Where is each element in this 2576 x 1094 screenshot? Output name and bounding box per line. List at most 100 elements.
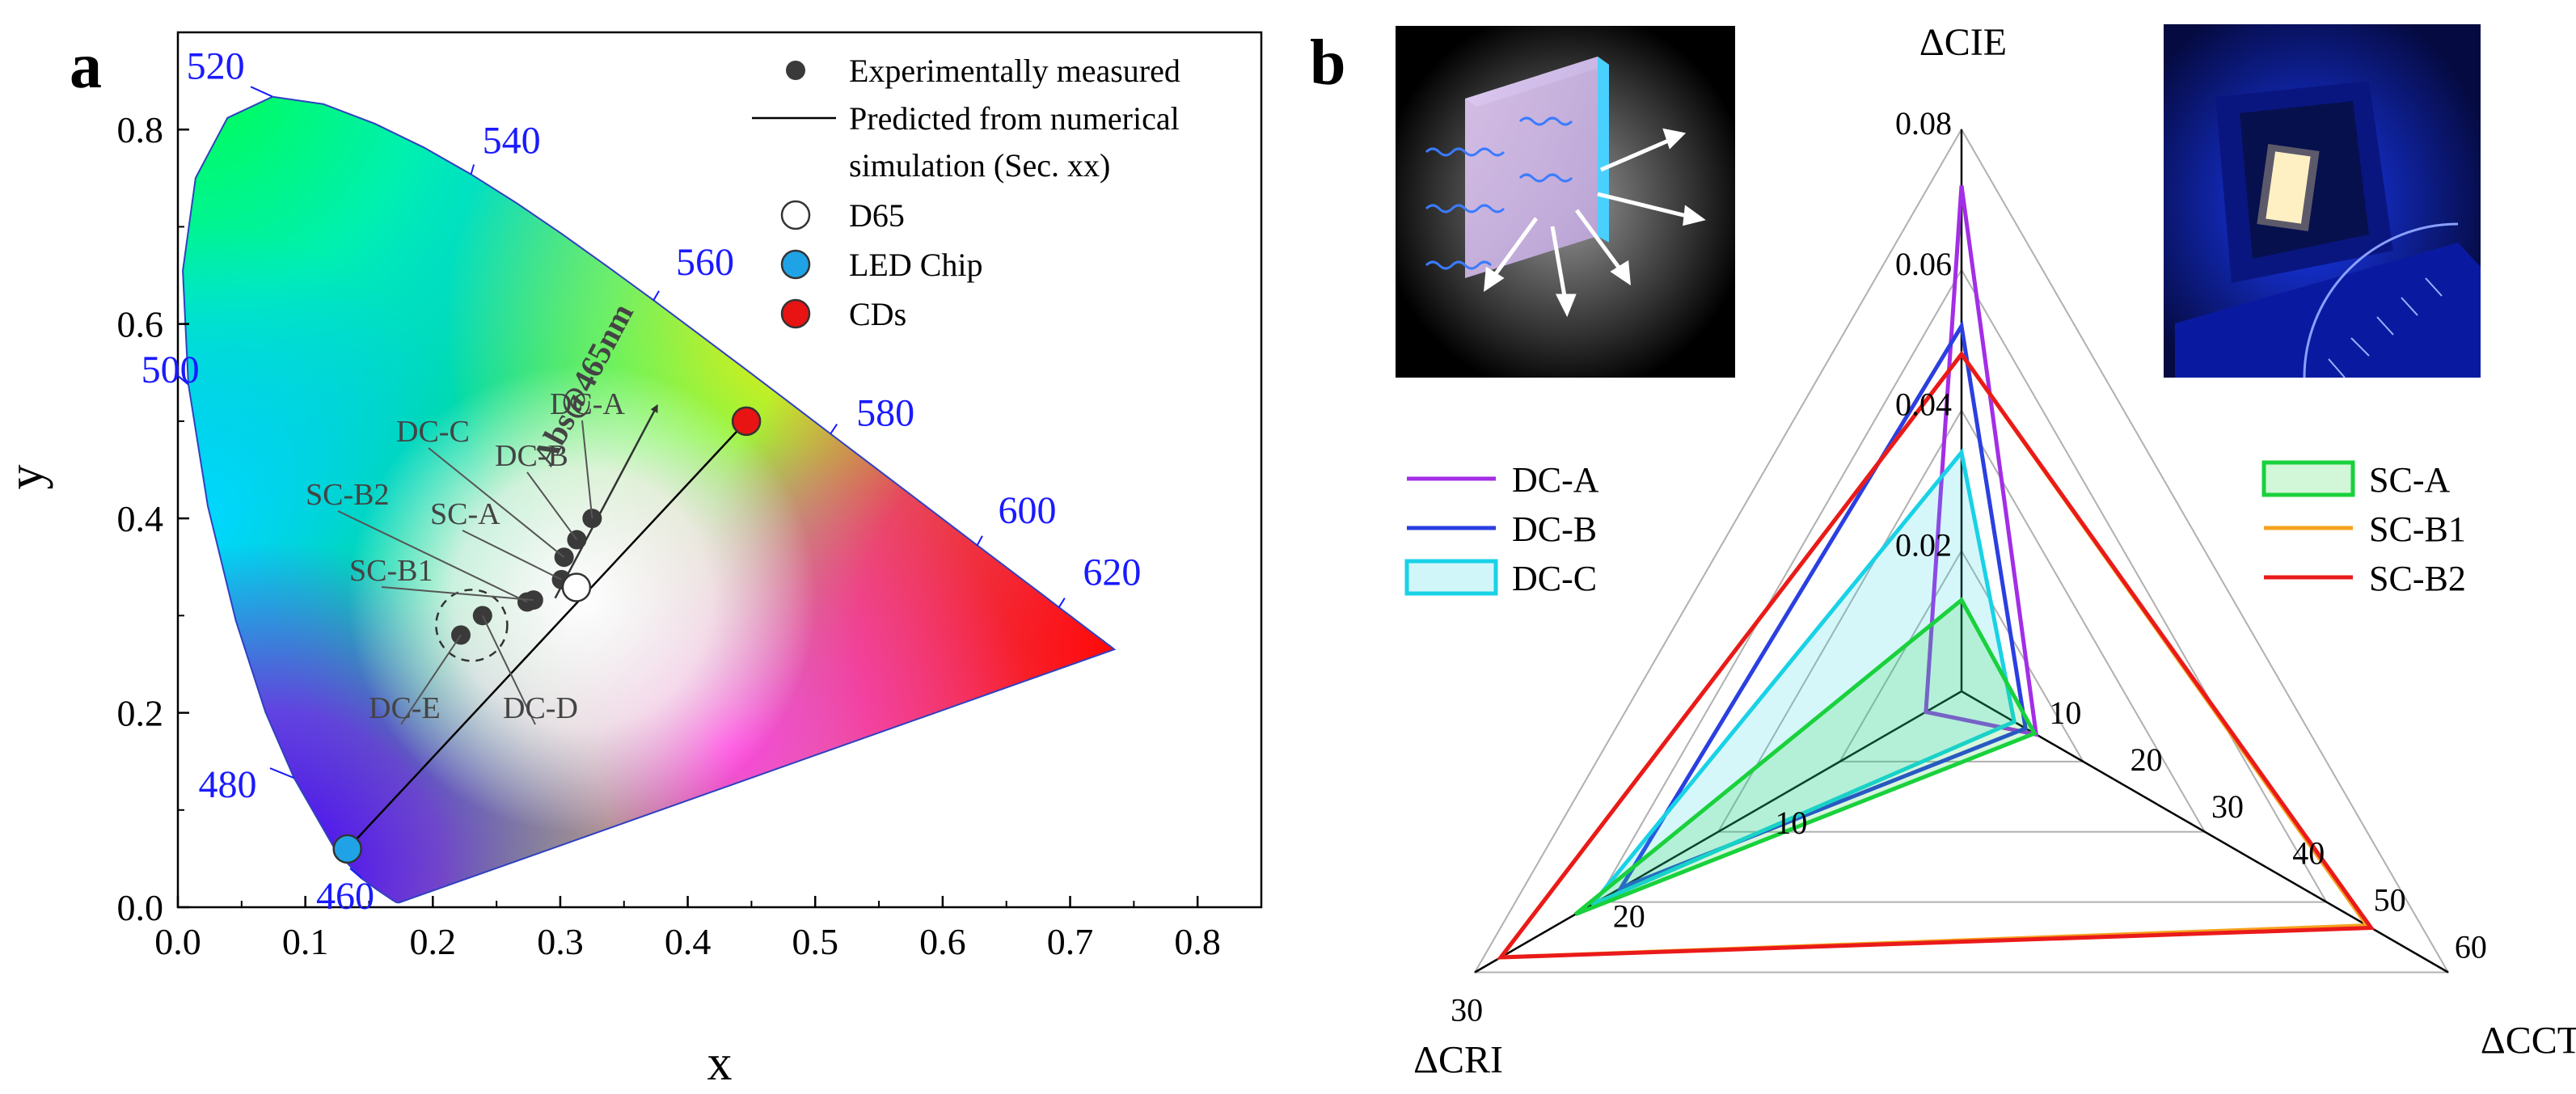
wavelength-tick xyxy=(175,374,189,385)
legend-predicted-text-1: Predicted from numerical xyxy=(849,100,1180,137)
legend-swatch xyxy=(1404,559,1498,596)
plot-frame xyxy=(176,31,1263,909)
point-label: DC-A xyxy=(550,387,625,421)
annotation-leader xyxy=(581,420,593,519)
y-axis-label: y xyxy=(0,465,53,490)
y-tick-label: 0.0 xyxy=(117,887,164,928)
x-tick-label: 0.1 xyxy=(282,921,329,962)
y-tick-label: 0.4 xyxy=(117,498,164,539)
white-arrow-4 xyxy=(1550,226,1568,302)
wavelength-label: 620 xyxy=(1083,551,1141,594)
radar-series-dc-a xyxy=(1924,185,2039,737)
point-label: DC-D xyxy=(503,691,578,725)
measured-points xyxy=(332,406,762,864)
wavelength-label: 520 xyxy=(187,44,245,87)
radar-tick-label: 10 xyxy=(1775,805,1807,841)
wavy-ray-3 xyxy=(1425,260,1493,270)
x-tick-label: 0.7 xyxy=(1047,921,1094,962)
radar-axis-line xyxy=(1474,690,1962,974)
x-tick-label: 0.8 xyxy=(1174,921,1221,962)
white-arrow-3-head xyxy=(1610,260,1631,285)
legend-led-marker xyxy=(780,249,811,280)
radar-tick-label: 40 xyxy=(2292,835,2325,872)
wavelength-tick xyxy=(250,86,273,98)
wavelength-tick xyxy=(269,767,294,779)
axis-ticks: 0.0 0.1 0.2 0.3 0.4 0.5 0.6 0.7 0.8 0.0 0.2 0.4 0.6 0… xyxy=(117,109,1221,962)
slab-face xyxy=(1465,57,1598,278)
radar-series-sc-b2 xyxy=(1497,350,2375,960)
point-annotations: DC-A DC-B DC-C SC-A SC-B1 SC-B2 DC-D DC-E xyxy=(306,387,625,725)
radar-legend: DC-A DC-B DC-C SC-A SC-B1 SC-B2 xyxy=(1404,460,2466,598)
absorption-arrow xyxy=(554,403,658,599)
stage-plate xyxy=(2175,243,2481,378)
wavy-ray-1 xyxy=(1425,147,1505,157)
spectral-locus xyxy=(182,95,1117,904)
wavelength-label: 600 xyxy=(998,489,1056,532)
dc-de-dashed-circle xyxy=(435,589,509,662)
inset-white-arrows xyxy=(1484,128,1706,318)
reference-point xyxy=(332,834,362,864)
point-label: SC-B1 xyxy=(349,554,433,588)
wavelength-label: 500 xyxy=(141,348,200,391)
radar-grid-ring xyxy=(1594,268,2329,903)
protractor-tick-1 xyxy=(2328,358,2346,378)
legend-measured-text: Experimentally measured xyxy=(849,53,1180,89)
wavy-ray-2 xyxy=(1425,204,1505,213)
legend-d65-marker xyxy=(780,200,811,230)
wavelength-tick xyxy=(976,535,983,547)
radar-axis-name-cie: ΔCIE xyxy=(1919,21,2007,64)
annotation-leader xyxy=(462,530,562,581)
legend-cds-marker xyxy=(780,298,811,329)
radar-tick-label: 0.06 xyxy=(1895,246,1952,282)
radar-axis-name-cct: ΔCCT% xyxy=(2481,1020,2576,1062)
annotation-leader xyxy=(381,586,534,602)
wavy-ray-5 xyxy=(1518,173,1573,183)
point-label: DC-E xyxy=(369,691,441,725)
protractor xyxy=(2303,222,2459,378)
wavelength-tick xyxy=(652,290,660,302)
panel-a-cie-diagram: a 0.0 0.1 0.2 0.3 0.4 0.5 0.6 0.7 0.80.00.20.40.… xyxy=(0,31,1263,1091)
radar-tick-label: 10 xyxy=(2049,695,2081,731)
radar-tick-labels: 0.02 0.04 0.06 0.08 10 20 30 40 50 60 10 20 30 xyxy=(1451,105,2487,1029)
wavelength-tick xyxy=(830,423,838,435)
wavelength-labels: 460 480 500 520 540 560 580 600 620 xyxy=(141,44,1142,918)
radar-axis-name-cri: ΔCRI xyxy=(1413,1039,1503,1082)
predicted-lines xyxy=(346,403,748,850)
white-arrow-2-head xyxy=(1683,205,1706,226)
annotation-leader xyxy=(400,634,462,725)
wavelength-tick xyxy=(349,868,362,879)
annotation-leader xyxy=(526,471,578,541)
x-tick-label: 0.4 xyxy=(665,921,712,962)
protractor-tick-5 xyxy=(2425,277,2443,297)
reference-point xyxy=(561,572,592,602)
x-axis-label: x xyxy=(707,1036,733,1091)
wavelength-label: 460 xyxy=(316,875,374,918)
legend-series-label: DC-B xyxy=(1512,509,1597,549)
white-arrow-1-head xyxy=(1662,128,1687,150)
radar-tick-label: 30 xyxy=(2211,788,2244,825)
wavelength-label: 480 xyxy=(198,763,256,806)
legend-measured-marker xyxy=(786,61,805,80)
glowing-sample xyxy=(2266,151,2311,224)
wavelength-label: 560 xyxy=(676,241,734,284)
radar-series-sc-a xyxy=(1573,597,2038,917)
radar-tick-label: 20 xyxy=(2130,741,2163,778)
legend-series-label: SC-A xyxy=(2369,460,2450,500)
radar-tick-label: 0.08 xyxy=(1895,105,1952,142)
white-arrow-4-head xyxy=(1555,294,1577,318)
x-tick-label: 0.0 xyxy=(154,921,201,962)
radar-series xyxy=(1496,185,2375,960)
legend-a: Experimentally measured Predicted from n… xyxy=(752,53,1180,332)
point-label: DC-B xyxy=(495,439,568,473)
radar-tick-label: 0.02 xyxy=(1895,526,1952,563)
slab-edge xyxy=(1598,57,1609,243)
x-tick-label: 0.2 xyxy=(410,921,457,962)
radar-series-dc-b xyxy=(1615,320,2028,893)
wavelength-tick xyxy=(470,164,475,175)
legend-swatch xyxy=(2261,460,2355,497)
protractor-tick-4 xyxy=(2401,297,2418,316)
legend-series-label: DC-C xyxy=(1512,559,1597,598)
white-arrow-5 xyxy=(1490,217,1539,280)
white-arrow-3 xyxy=(1574,209,1624,273)
annotation-leader xyxy=(337,510,528,603)
